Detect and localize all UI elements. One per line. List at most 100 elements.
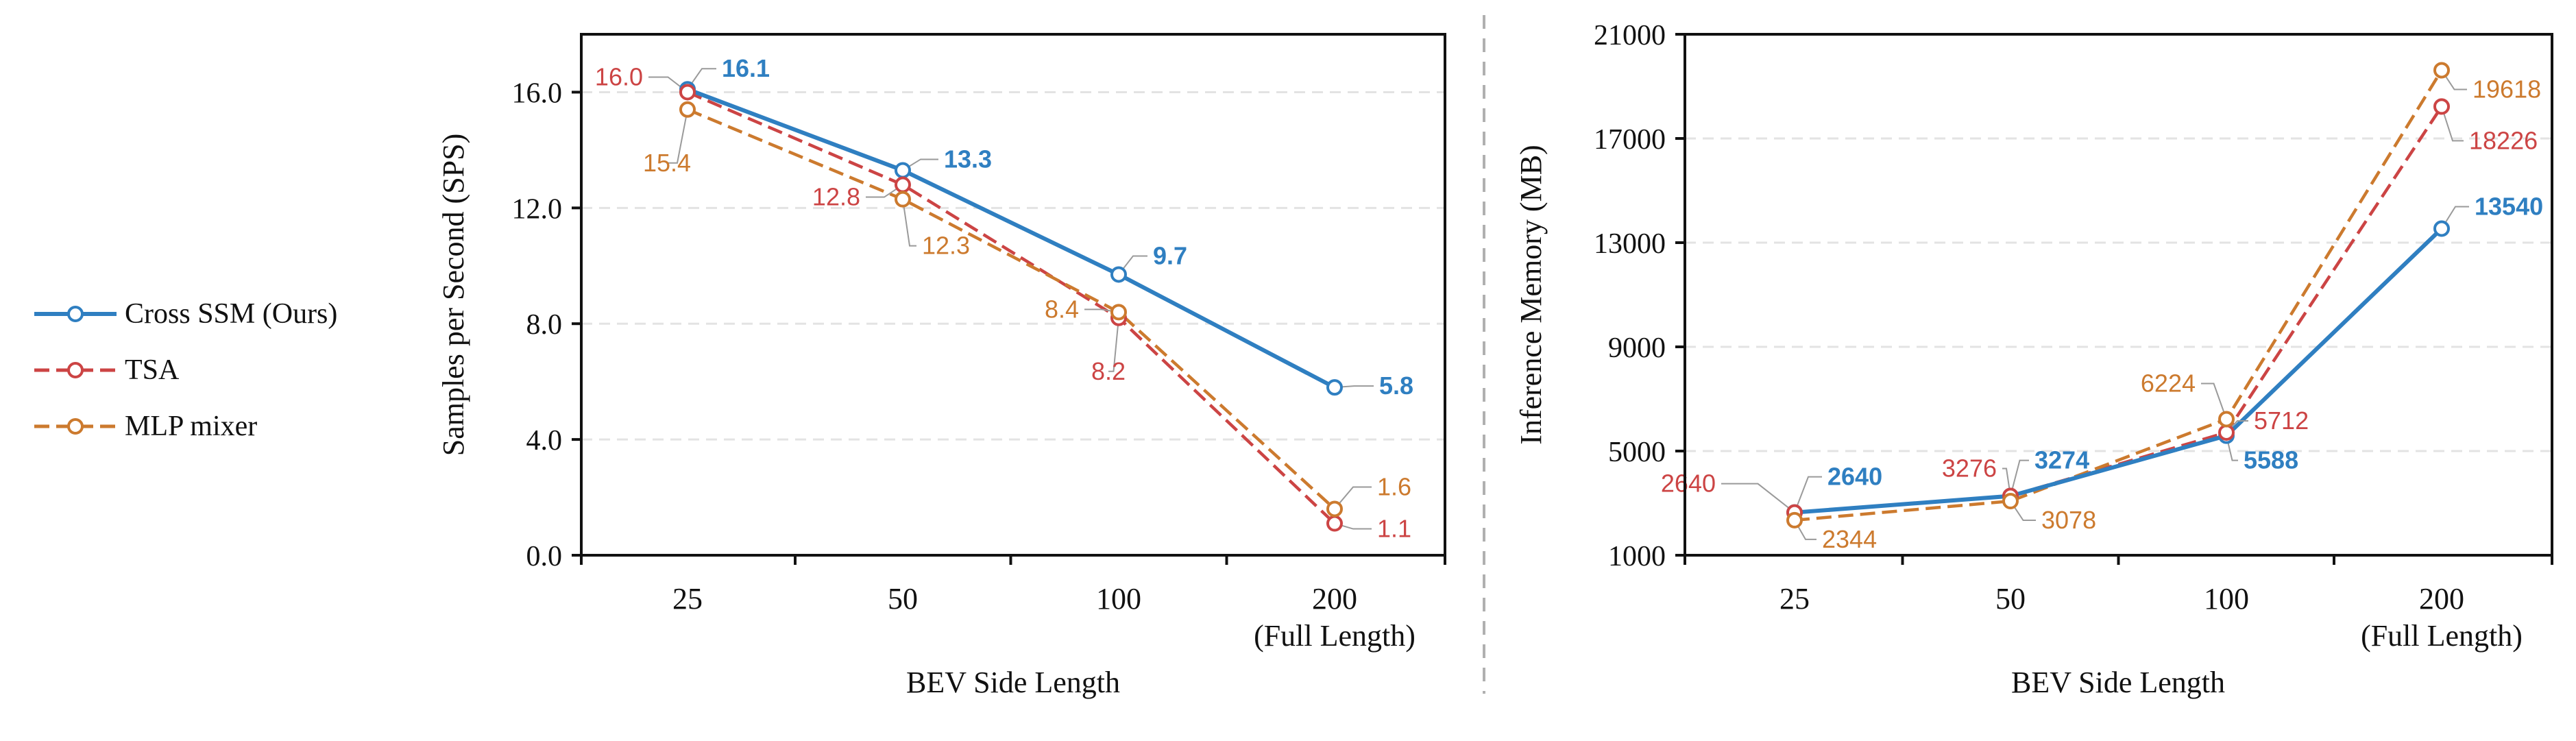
data-label: 15.4 bbox=[643, 149, 691, 177]
series-line-mlp-mixer bbox=[1794, 69, 2443, 522]
series-lines bbox=[686, 87, 1336, 525]
y-axis-label: Samples per Second (SPS) bbox=[437, 134, 470, 457]
series-line-tsa bbox=[687, 90, 1336, 525]
label-leader bbox=[2201, 382, 2227, 420]
grid-lines bbox=[1685, 137, 2552, 452]
y-tick-label: 5000 bbox=[1608, 437, 1666, 468]
x-tick-label: 200 bbox=[2419, 582, 2464, 616]
data-label: 2640 bbox=[1827, 463, 1882, 491]
legend-entry-tsa: TSA bbox=[34, 354, 180, 386]
value-labels: 16.1 13.3 9.7 5.8 16.0 12.8 8.2 1.1 15.4 12.3 8.4 1… bbox=[595, 54, 1413, 542]
label-leader bbox=[1794, 476, 1822, 513]
series-line-mlp-mixer bbox=[687, 108, 1336, 511]
data-label: 8.2 bbox=[1091, 357, 1126, 385]
y-tick-label: 13000 bbox=[1594, 228, 1666, 260]
data-point bbox=[2002, 493, 2019, 510]
y-tick-label: 21000 bbox=[1594, 20, 1666, 51]
data-label: 12.8 bbox=[812, 183, 860, 211]
data-point bbox=[1326, 500, 1343, 518]
label-leader bbox=[2010, 459, 2029, 496]
x-tick-sublabel: (Full Length) bbox=[2361, 619, 2523, 653]
legend-label-tsa: TSA bbox=[125, 354, 180, 386]
data-point bbox=[2218, 424, 2235, 441]
chart-inference-memory: 2640 3274 5588 13540 2640 3276 5712 18226 2344 30… bbox=[1514, 20, 2553, 699]
y-tick-label: 9000 bbox=[1608, 332, 1666, 364]
y-tick-label: 17000 bbox=[1594, 124, 1666, 156]
data-point bbox=[895, 176, 911, 193]
data-label: 2344 bbox=[1822, 525, 1877, 553]
data-label: 2640 bbox=[1661, 470, 1716, 498]
axes: 1000 5000 9000 13000 17000 21000 25 50 100 200(Fu… bbox=[1594, 20, 2553, 653]
data-label: 3276 bbox=[1942, 454, 1997, 483]
x-tick-label: 50 bbox=[888, 582, 918, 616]
label-leader bbox=[2441, 106, 2464, 142]
chart-samples-per-second: 16.1 13.3 9.7 5.8 16.0 12.8 8.2 1.1 15.4 12.3 8.4 1… bbox=[437, 33, 1446, 699]
data-point bbox=[1786, 511, 1803, 529]
x-tick-label: 50 bbox=[1995, 582, 2026, 616]
axes: 0.0 4.0 8.0 12.0 16.0 25 50 100 200(Full Length) bbox=[512, 77, 1446, 653]
x-tick-label: 25 bbox=[1779, 582, 1810, 616]
data-point bbox=[2433, 98, 2450, 115]
y-tick-label: 0.0 bbox=[526, 541, 563, 572]
data-label: 1.1 bbox=[1377, 515, 1411, 543]
label-leader bbox=[1721, 483, 1795, 513]
series-line-cross-ssm-ours bbox=[686, 87, 1336, 389]
data-label: 5712 bbox=[2254, 406, 2309, 435]
x-tick-sublabel: (Full Length) bbox=[1254, 619, 1415, 653]
legend-label-cross-ssm: Cross SSM (Ours) bbox=[125, 298, 337, 330]
data-point bbox=[895, 162, 911, 179]
legend-entry-cross-ssm: Cross SSM (Ours) bbox=[34, 298, 337, 330]
legend-label-mlp-mixer: MLP mixer bbox=[125, 411, 257, 442]
y-tick-label: 4.0 bbox=[526, 425, 563, 457]
legend-entry-mlp-mixer: MLP mixer bbox=[34, 411, 257, 442]
series-lines bbox=[1794, 69, 2444, 522]
series-line-cross-ssm-ours bbox=[1794, 227, 2444, 515]
label-leader bbox=[667, 109, 688, 164]
label-leader bbox=[1334, 486, 1372, 510]
data-label: 3078 bbox=[2041, 506, 2096, 534]
series-points bbox=[1786, 62, 2450, 529]
data-label: 8.4 bbox=[1045, 295, 1079, 323]
data-label: 16.1 bbox=[722, 54, 770, 82]
data-label: 9.7 bbox=[1153, 241, 1187, 269]
label-leader bbox=[2226, 435, 2238, 461]
data-point bbox=[1110, 304, 1127, 321]
data-point bbox=[1326, 515, 1343, 532]
data-label: 5588 bbox=[2244, 446, 2298, 474]
x-tick-label: 100 bbox=[2204, 582, 2249, 616]
label-leader bbox=[902, 199, 916, 247]
legend-marker-mlp-mixer bbox=[67, 418, 84, 435]
data-point bbox=[679, 84, 696, 101]
data-label: 18226 bbox=[2469, 126, 2538, 154]
x-tick-label: 100 bbox=[1096, 582, 1141, 616]
legend: Cross SSM (Ours) TSA MLP mixer bbox=[34, 298, 337, 442]
data-label: 1.6 bbox=[1377, 472, 1411, 500]
data-label: 12.3 bbox=[922, 232, 970, 260]
label-leader bbox=[687, 68, 716, 90]
data-point bbox=[895, 191, 911, 208]
label-leaders bbox=[1721, 69, 2469, 540]
data-point bbox=[2433, 220, 2450, 237]
label-leader bbox=[1108, 317, 1119, 372]
label-leader bbox=[2002, 467, 2011, 496]
data-label: 13.3 bbox=[944, 145, 992, 173]
y-tick-label: 12.0 bbox=[512, 193, 563, 225]
data-label: 3274 bbox=[2034, 446, 2089, 474]
legend-marker-tsa bbox=[67, 362, 84, 378]
data-label: 5.8 bbox=[1379, 372, 1413, 400]
series-points bbox=[679, 81, 1343, 532]
data-point bbox=[1326, 379, 1343, 396]
data-point bbox=[1110, 266, 1127, 283]
data-point bbox=[679, 101, 696, 118]
value-labels: 2640 3274 5588 13540 2640 3276 5712 18226 2344 30… bbox=[1661, 75, 2543, 553]
label-leader bbox=[2441, 206, 2469, 230]
legend-marker-cross-ssm bbox=[67, 306, 84, 322]
y-axis-label: Inference Memory (MB) bbox=[1514, 145, 1548, 444]
x-tick-label: 200 bbox=[1312, 582, 1357, 616]
y-tick-label: 16.0 bbox=[512, 77, 563, 109]
x-axis-label: BEV Side Length bbox=[2011, 666, 2225, 699]
data-label: 6224 bbox=[2141, 369, 2196, 397]
y-tick-label: 8.0 bbox=[526, 309, 563, 341]
data-point bbox=[2433, 62, 2450, 79]
